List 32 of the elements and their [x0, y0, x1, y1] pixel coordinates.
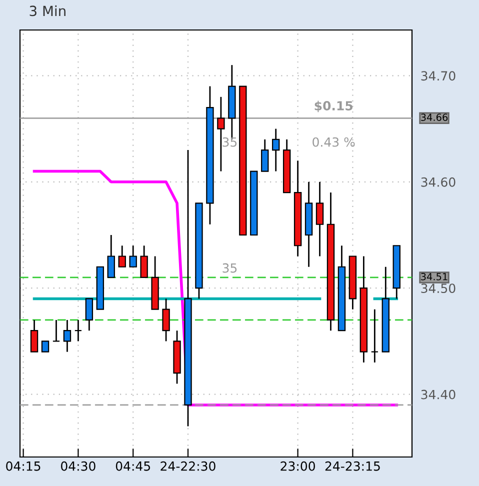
candlestick [118, 244, 126, 268]
annotation: $0.15 [314, 100, 352, 112]
candlestick [140, 244, 148, 278]
x-tick-label: 04:15 [6, 461, 40, 471]
ref-line-label: 34.66 [421, 114, 448, 121]
chart-title: 3 Min [30, 5, 66, 16]
candlestick [370, 308, 379, 364]
candlestick [85, 298, 94, 332]
y-tick-label: 34.60 [421, 177, 456, 187]
candlestick [272, 128, 280, 172]
x-tick-label: 04:45 [116, 461, 150, 471]
candlestick [107, 234, 115, 278]
y-tick-label: 34.40 [421, 390, 456, 400]
candlestick [261, 138, 269, 172]
annotation: 0.43 % [312, 137, 355, 147]
y-tick-label: 34.50 [421, 284, 456, 294]
candlestick [162, 298, 170, 342]
x-tick-label: 24-23:15 [325, 461, 380, 471]
x-tick-label: 04:30 [61, 461, 96, 471]
x-tick-label: 23:00 [280, 461, 315, 471]
y-tick-label: 34.70 [421, 71, 456, 81]
annotation: 35 [222, 137, 237, 147]
candlestick [52, 319, 60, 342]
candlestick [63, 319, 72, 353]
candlestick [30, 319, 38, 353]
candlestick [129, 244, 137, 268]
candlestick [41, 340, 50, 352]
annotation: 35 [222, 263, 237, 273]
ref-line-label: 34.51 [421, 272, 448, 280]
candlestick [316, 181, 324, 257]
x-tick-label: 24-22:30 [160, 461, 216, 471]
candlestick [74, 319, 82, 342]
